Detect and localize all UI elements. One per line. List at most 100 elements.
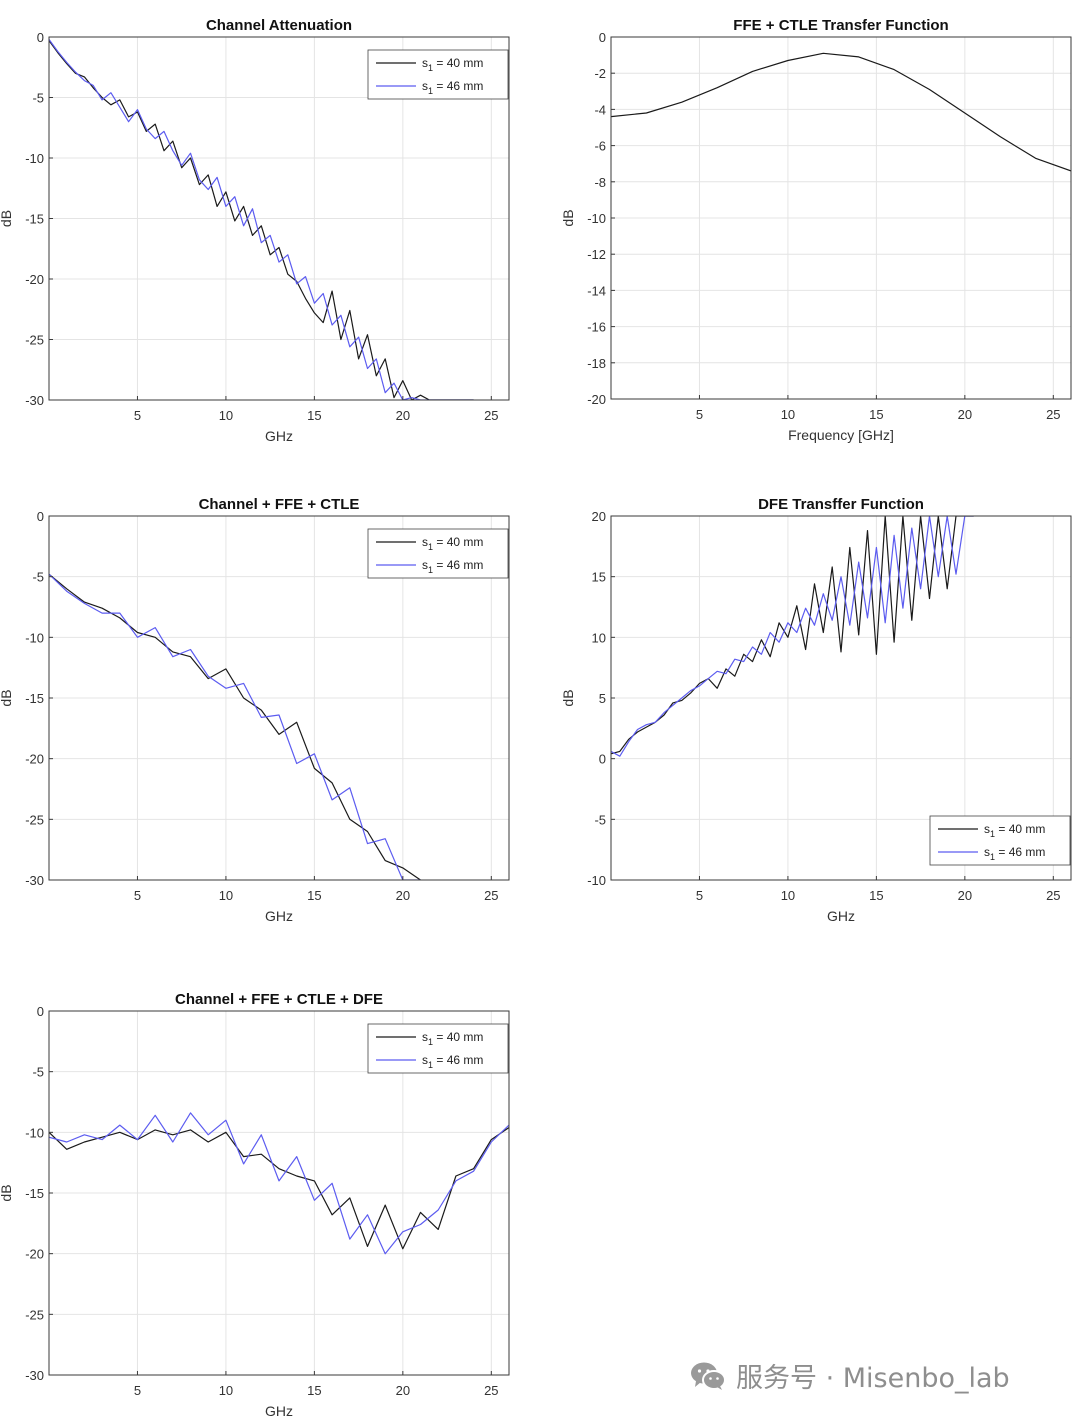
series-line-s1-40mm	[611, 52, 1071, 172]
y-tick-label: -2	[594, 66, 606, 81]
legend-entry: s1 = 46 mm	[422, 558, 483, 575]
x-tick-label: 15	[869, 888, 883, 903]
y-tick-label: -20	[25, 272, 44, 287]
y-tick-label: -4	[594, 102, 606, 117]
legend-entry: s1 = 40 mm	[422, 56, 483, 73]
y-tick-label: -25	[25, 333, 44, 348]
y-axis-label: dB	[0, 210, 14, 227]
chart-title: Channel Attenuation	[206, 17, 352, 34]
y-tick-label: -16	[587, 320, 606, 335]
y-tick-label: -15	[25, 1186, 44, 1201]
x-axis-label: GHz	[265, 908, 293, 924]
x-tick-label: 20	[396, 888, 410, 903]
x-axis-label: GHz	[265, 428, 293, 444]
legend-entry: s1 = 46 mm	[984, 845, 1045, 862]
x-tick-label: 20	[396, 1383, 410, 1398]
legend: s1 = 40 mm s1 = 46 mm	[367, 528, 509, 579]
y-tick-label: 10	[592, 630, 606, 645]
watermark-text: 服务号 · Misenbo_lab	[736, 1363, 1010, 1394]
y-tick-label: -10	[25, 1125, 44, 1140]
x-axis-label: GHz	[265, 1403, 293, 1419]
legend-entry: s1 = 46 mm	[422, 1053, 483, 1070]
series-line-s1-40mm	[611, 516, 974, 755]
x-tick-label: 5	[696, 407, 703, 422]
legend-entry: s1 = 40 mm	[984, 822, 1045, 839]
y-tick-label: -20	[25, 752, 44, 767]
legend-frame	[367, 1023, 509, 1074]
y-tick-label: -10	[25, 151, 44, 166]
x-tick-label: 5	[696, 888, 703, 903]
series-line-s1-46mm	[611, 516, 974, 757]
wechat-icon	[691, 1362, 726, 1390]
y-tick-label: -10	[587, 873, 606, 888]
legend: s1 = 40 mm s1 = 46 mm	[367, 49, 509, 100]
x-tick-label: 25	[484, 888, 498, 903]
chart-title: Channel + FFE + CTLE + DFE	[175, 991, 383, 1008]
x-tick-label: 5	[134, 408, 141, 423]
y-tick-label: -15	[25, 691, 44, 706]
chart-channel-ffe-ctle: 5 10 15 20 25 0 -5 -10 -15 -20 -25 -30 Channel + FFE…	[0, 496, 510, 924]
x-tick-label: 25	[484, 408, 498, 423]
x-tick-label: 10	[219, 408, 233, 423]
series-line-s1-46mm	[49, 39, 474, 400]
series-line-s1-40mm	[49, 1127, 509, 1250]
y-tick-label: -8	[594, 175, 606, 190]
legend-entry: s1 = 40 mm	[422, 1030, 483, 1047]
x-tick-label: 5	[134, 1383, 141, 1398]
series-line-s1-40mm	[49, 40, 474, 400]
y-tick-label: 0	[37, 1004, 44, 1019]
legend-entry: s1 = 46 mm	[422, 79, 483, 96]
series-line-s1-46mm	[49, 1112, 509, 1255]
x-tick-label: 10	[219, 1383, 233, 1398]
y-tick-label: -5	[32, 1065, 44, 1080]
x-tick-label: 25	[1046, 407, 1060, 422]
y-axis-label: dB	[560, 209, 576, 226]
x-tick-label: 15	[307, 408, 321, 423]
y-tick-label: -15	[25, 212, 44, 227]
x-axis-label: GHz	[827, 908, 855, 924]
x-tick-label: 10	[781, 407, 795, 422]
y-axis-label: dB	[560, 689, 576, 706]
x-tick-label: 25	[1046, 888, 1060, 903]
y-axis-label: dB	[0, 689, 14, 706]
y-tick-label: 0	[37, 30, 44, 45]
y-tick-label: 0	[599, 752, 606, 767]
chart-title: Channel + FFE + CTLE	[199, 496, 360, 513]
x-tick-label: 25	[484, 1383, 498, 1398]
y-tick-label: -30	[25, 873, 44, 888]
legend-frame	[929, 815, 1071, 866]
chart-channel-ffe-ctle-dfe: 5 10 15 20 25 0 -5 -10 -15 -20 -25 -30 Channel + FFE…	[0, 991, 510, 1419]
x-tick-label: 10	[781, 888, 795, 903]
y-tick-label: -18	[587, 356, 606, 371]
series-line-s1-46mm	[49, 573, 421, 880]
y-tick-label: -30	[25, 1368, 44, 1383]
x-tick-label: 5	[134, 888, 141, 903]
legend: s1 = 40 mm s1 = 46 mm	[367, 1023, 509, 1074]
y-tick-label: 0	[37, 509, 44, 524]
y-tick-label: -30	[25, 393, 44, 408]
x-tick-label: 20	[396, 408, 410, 423]
y-tick-label: 15	[592, 570, 606, 585]
chart-dfe: 5 10 15 20 25 20 15 10 5 0 -5 -10 DFE Transffer Func…	[560, 496, 1072, 924]
y-tick-label: -25	[25, 1307, 44, 1322]
x-tick-label: 15	[307, 888, 321, 903]
y-tick-label: -5	[594, 812, 606, 827]
x-tick-label: 15	[869, 407, 883, 422]
y-tick-label: -20	[587, 392, 606, 407]
chart-ffe-ctle: 5 10 15 20 25 0 -2 -4 -6 -8 -10 -12 -14 -16 -18 -20 FFE …	[560, 17, 1072, 443]
chart-title: FFE + CTLE Transfer Function	[733, 17, 948, 34]
chart-channel-attenuation: 5 10 15 20 25 0 -5 -10 -15 -20 -25 -30 Channel Atten…	[0, 17, 510, 444]
watermark: 服务号 · Misenbo_lab	[690, 1356, 1010, 1395]
legend-frame	[367, 49, 509, 100]
y-tick-label: -5	[32, 570, 44, 585]
y-tick-label: -20	[25, 1247, 44, 1262]
x-tick-label: 15	[307, 1383, 321, 1398]
legend-entry: s1 = 40 mm	[422, 535, 483, 552]
y-tick-label: -25	[25, 812, 44, 827]
chart-title: DFE Transffer Function	[758, 496, 924, 513]
y-axis-label: dB	[0, 1184, 14, 1201]
x-tick-label: 20	[958, 888, 972, 903]
y-tick-label: -12	[587, 247, 606, 262]
x-axis-label: Frequency [GHz]	[788, 427, 894, 443]
